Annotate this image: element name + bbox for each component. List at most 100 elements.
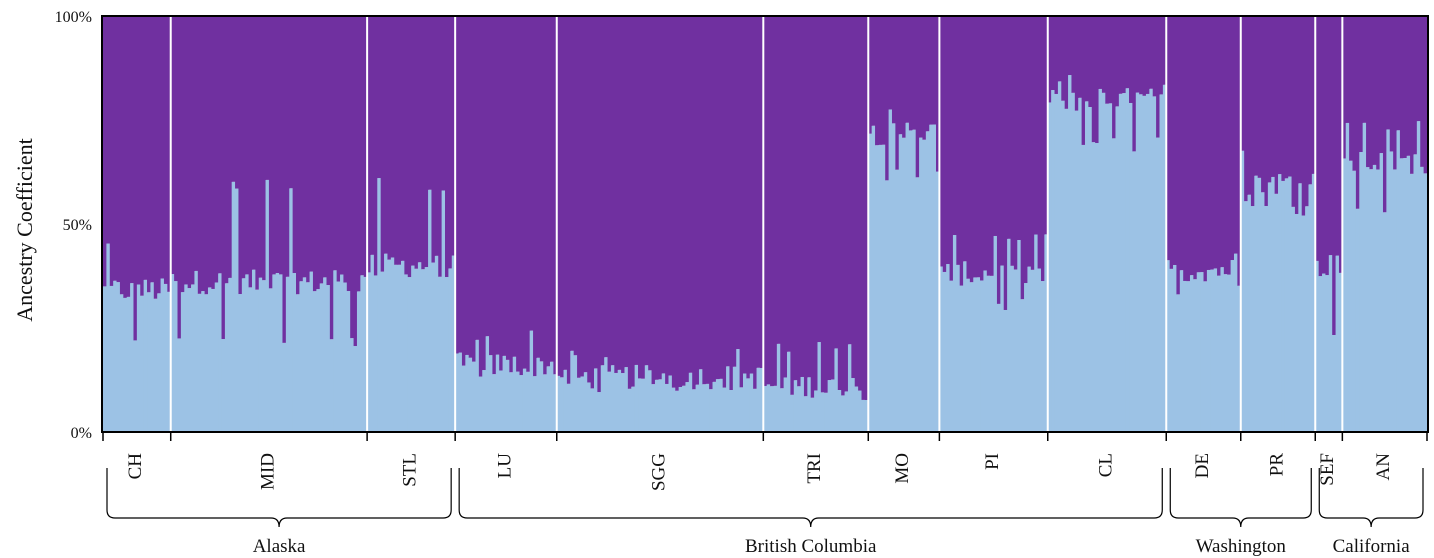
bar-mid-ancestry-a	[356, 291, 361, 431]
bar-an-ancestry-a	[1379, 153, 1384, 432]
bar-mid-ancestry-a	[258, 277, 263, 431]
bar-de-ancestry-b	[1220, 17, 1225, 268]
bar-tri-ancestry-b	[807, 17, 812, 378]
bar-tri-ancestry-b	[847, 17, 852, 345]
bar-cl-ancestry-b	[1149, 17, 1154, 89]
bar-sgg-ancestry-b	[600, 17, 605, 366]
bar-lu-ancestry-a	[499, 370, 504, 431]
population-label-mo: MO	[892, 453, 913, 484]
bar-tri-ancestry-b	[854, 17, 859, 387]
bar-stl-ancestry-b	[451, 17, 456, 256]
bar-mo-ancestry-b	[885, 17, 890, 181]
bar-mo-ancestry-a	[902, 137, 907, 432]
bar-pi-ancestry-a	[976, 277, 981, 431]
bar-mid-ancestry-a	[299, 281, 304, 431]
bar-stl-ancestry-b	[424, 17, 429, 268]
bar-sgg-ancestry-a	[726, 366, 731, 431]
bar-an-ancestry-a	[1369, 169, 1374, 431]
bar-tri-ancestry-b	[793, 17, 798, 381]
bar-de-ancestry-a	[1173, 264, 1178, 431]
bar-pr-ancestry-a	[1291, 206, 1296, 431]
bar-mid-ancestry-a	[191, 284, 196, 431]
bar-mid-ancestry-b	[268, 17, 273, 289]
bar-lu-ancestry-b	[553, 17, 558, 375]
bar-pr-ancestry-a	[1261, 192, 1266, 431]
bar-tri-ancestry-a	[803, 396, 808, 431]
bar-sgg-ancestry-a	[692, 389, 697, 431]
bar-pi-ancestry-a	[969, 282, 974, 431]
bar-stl-ancestry-a	[448, 268, 453, 431]
bar-stl-ancestry-a	[390, 257, 395, 431]
bar-cl-ancestry-b	[1098, 17, 1103, 89]
bar-cl-ancestry-a	[1135, 92, 1140, 431]
bar-tri-ancestry-b	[773, 17, 778, 386]
bar-pi-ancestry-b	[942, 17, 947, 272]
bar-stl-ancestry-b	[407, 17, 412, 278]
bar-mid-ancestry-a	[228, 277, 233, 431]
bar-ch-ancestry-a	[130, 283, 135, 431]
bar-pi-ancestry-b	[963, 17, 968, 262]
bar-sgg-ancestry-a	[719, 378, 724, 431]
bar-sgg-ancestry-b	[688, 17, 693, 373]
bar-cl-ancestry-a	[1162, 84, 1167, 431]
bar-cl-ancestry-a	[1095, 143, 1100, 431]
bar-lu-ancestry-b	[519, 17, 524, 376]
bar-pi-ancestry-b	[946, 17, 951, 265]
bar-sgg-ancestry-b	[749, 17, 754, 374]
bar-an-ancestry-b	[1349, 17, 1354, 161]
bar-sgg-ancestry-a	[600, 365, 605, 431]
bar-sef-ancestry-b	[1335, 17, 1340, 256]
bar-pi-ancestry-b	[993, 17, 998, 236]
bar-de-ancestry-b	[1169, 17, 1174, 269]
population-label-sef: SEF	[1317, 453, 1338, 486]
bar-pi-ancestry-b	[980, 17, 985, 281]
bar-tri-ancestry-b	[837, 17, 842, 390]
bar-sgg-ancestry-a	[648, 370, 653, 431]
bar-pr-ancestry-b	[1284, 17, 1289, 179]
bar-an-ancestry-a	[1372, 164, 1377, 431]
bar-stl-ancestry-b	[434, 17, 439, 256]
bar-tri-ancestry-b	[790, 17, 795, 395]
bar-sgg-ancestry-b	[597, 17, 602, 393]
bar-pi-ancestry-a	[1044, 234, 1049, 431]
bar-tri-ancestry-a	[858, 390, 863, 431]
bar-cl-ancestry-a	[1132, 151, 1137, 431]
bar-cl-ancestry-a	[1081, 144, 1086, 431]
bar-sgg-ancestry-a	[715, 379, 720, 431]
bar-sgg-ancestry-a	[566, 383, 571, 431]
bar-de-ancestry-a	[1227, 274, 1232, 431]
bar-mo-ancestry-a	[919, 137, 924, 431]
bar-mo-ancestry-a	[936, 171, 940, 431]
bar-mid-ancestry-b	[346, 17, 351, 292]
bar-de-ancestry-b	[1237, 17, 1242, 286]
bar-mid-ancestry-b	[238, 17, 243, 295]
bar-tri-ancestry-a	[831, 379, 836, 431]
bar-sgg-ancestry-a	[702, 384, 707, 431]
bar-mid-ancestry-b	[302, 17, 307, 278]
bar-sgg-ancestry-a	[570, 350, 575, 431]
bar-cl-ancestry-b	[1156, 17, 1161, 138]
bar-lu-ancestry-a	[533, 376, 538, 431]
bar-sgg-ancestry-a	[556, 375, 561, 431]
bar-sgg-ancestry-b	[617, 17, 622, 370]
region-label-alaska: Alaska	[253, 536, 306, 557]
bar-mid-ancestry-b	[218, 17, 223, 274]
bar-an-ancestry-b	[1345, 17, 1350, 123]
bar-sgg-ancestry-b	[566, 17, 571, 384]
bar-ch-ancestry-a	[140, 295, 145, 431]
bar-lu-ancestry-b	[482, 17, 487, 371]
region-bracket-alaska	[106, 468, 452, 528]
bar-mo-ancestry-a	[908, 130, 913, 432]
bar-ch-ancestry-a	[106, 243, 111, 431]
bar-cl-ancestry-b	[1074, 17, 1079, 111]
bar-cl-ancestry-b	[1108, 17, 1113, 104]
bar-mo-ancestry-b	[868, 17, 873, 134]
bar-mid-ancestry-a	[285, 276, 290, 431]
bar-ch-ancestry-b	[153, 17, 158, 299]
bar-cl-ancestry-b	[1064, 17, 1069, 109]
bar-stl-ancestry-a	[438, 276, 443, 431]
bar-cl-ancestry-b	[1081, 17, 1086, 145]
region-label-california: California	[1333, 536, 1411, 557]
bar-tri-ancestry-a	[807, 377, 812, 431]
bar-sgg-ancestry-b	[594, 17, 598, 369]
